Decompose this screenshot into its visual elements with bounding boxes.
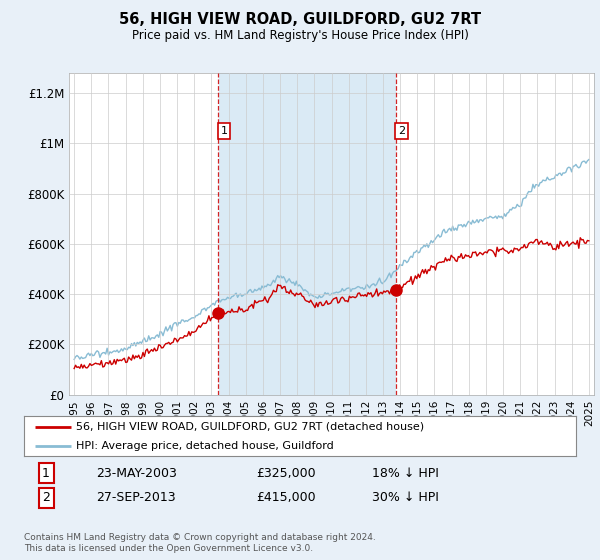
Text: 1: 1 (42, 466, 50, 480)
Text: 27-SEP-2013: 27-SEP-2013 (96, 491, 175, 504)
Text: £415,000: £415,000 (256, 491, 316, 504)
Text: 30% ↓ HPI: 30% ↓ HPI (372, 491, 439, 504)
Text: £325,000: £325,000 (256, 466, 316, 480)
Text: 18% ↓ HPI: 18% ↓ HPI (372, 466, 439, 480)
Text: 56, HIGH VIEW ROAD, GUILDFORD, GU2 7RT: 56, HIGH VIEW ROAD, GUILDFORD, GU2 7RT (119, 12, 481, 27)
Text: 1: 1 (220, 126, 227, 136)
Text: Price paid vs. HM Land Registry's House Price Index (HPI): Price paid vs. HM Land Registry's House … (131, 29, 469, 42)
Text: HPI: Average price, detached house, Guildford: HPI: Average price, detached house, Guil… (76, 441, 334, 450)
Text: 56, HIGH VIEW ROAD, GUILDFORD, GU2 7RT (detached house): 56, HIGH VIEW ROAD, GUILDFORD, GU2 7RT (… (76, 422, 425, 432)
Text: 2: 2 (398, 126, 406, 136)
Text: Contains HM Land Registry data © Crown copyright and database right 2024.
This d: Contains HM Land Registry data © Crown c… (24, 533, 376, 553)
Text: 2: 2 (42, 491, 50, 504)
Text: 23-MAY-2003: 23-MAY-2003 (96, 466, 176, 480)
